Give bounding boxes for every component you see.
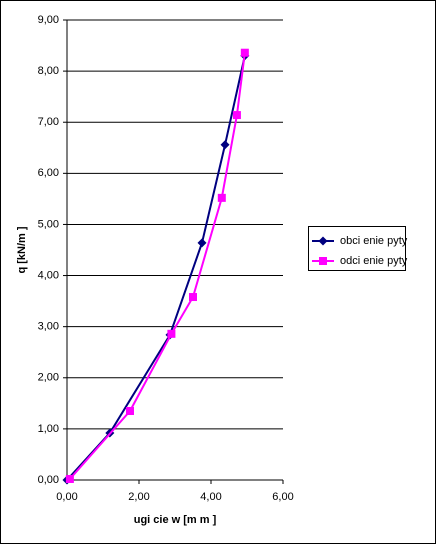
data-point: [167, 329, 176, 338]
x-tick-label: 6,00: [272, 491, 293, 503]
data-point: [197, 238, 207, 248]
y-tick-label: 4,00: [38, 269, 59, 281]
data-point: [126, 407, 134, 415]
data-point: [65, 474, 74, 483]
y-tick-label: 1,00: [38, 423, 59, 435]
y-tick-label: 7,00: [38, 116, 59, 128]
y-tick-label: 3,00: [38, 321, 59, 333]
x-tick-label: 2,00: [128, 491, 149, 503]
y-tick-label: 9,00: [38, 14, 59, 26]
data-point: [232, 111, 241, 120]
legend-marker: [318, 236, 328, 246]
legend-marker: [319, 257, 327, 265]
y-tick-label: 0,00: [38, 474, 59, 486]
y-tick-label: 8,00: [38, 65, 59, 77]
legend-label: obci enie pyty: [340, 235, 408, 247]
x-tick-label: 4,00: [200, 491, 221, 503]
data-point: [189, 293, 197, 302]
data-point: [240, 48, 249, 57]
y-tick-label: 5,00: [38, 218, 59, 230]
x-axis-title: ugi cie w [m m ]: [134, 514, 217, 526]
legend-label: odci enie pyty: [340, 255, 408, 267]
y-tick-label: 6,00: [38, 167, 59, 179]
data-point: [217, 193, 226, 202]
x-tick-label: 0,00: [56, 491, 77, 503]
data-point: [220, 140, 230, 150]
y-tick-label: 2,00: [38, 372, 59, 384]
y-axis-title: q [kN/m ]: [16, 226, 28, 273]
